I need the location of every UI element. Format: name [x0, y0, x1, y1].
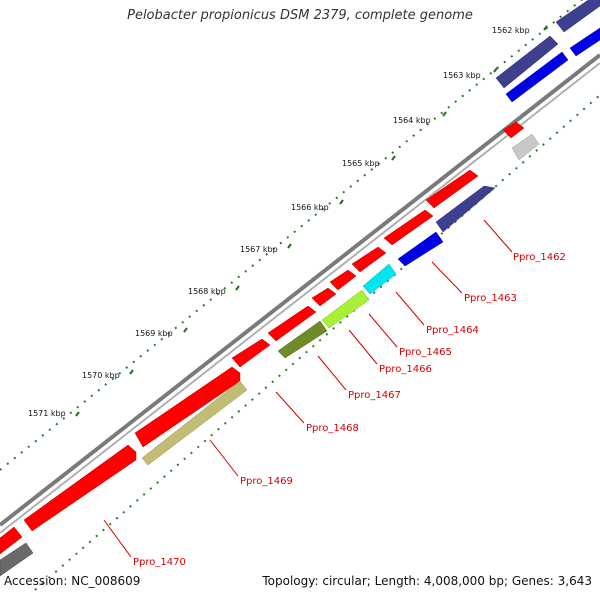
gene-arrow [311, 287, 337, 307]
gene-label-ppro-1464: Ppro_1464 [426, 325, 479, 336]
gene-arrow [267, 305, 317, 342]
tick-label-1570: 1570 kbp [82, 371, 120, 380]
tick-label-1565: 1565 kbp [342, 159, 380, 168]
accession-text: Accession: NC_008609 [4, 574, 141, 588]
tick-label-1564: 1564 kbp [393, 116, 431, 125]
tick-label-1567: 1567 kbp [240, 245, 278, 254]
gene-arrow-blue-2 [569, 27, 600, 57]
backbone-outer [0, 53, 600, 527]
gene-arrow [329, 269, 357, 291]
gene-label-ppro-1465: Ppro_1465 [399, 347, 452, 358]
gene-arrow-navy-2 [555, 0, 600, 33]
gene-arrow-navy-1 [495, 35, 559, 89]
gene-arrow-ppro-1464 [397, 231, 444, 267]
gene-label-ppro-1462: Ppro_1462 [513, 252, 566, 263]
gene-arrow-blue-1 [505, 51, 569, 103]
gene-arrow [425, 169, 479, 209]
gene-label-ppro-1467: Ppro_1467 [348, 390, 401, 401]
gene-arrow-dark-grey [0, 542, 34, 577]
gene-arrow [23, 444, 137, 532]
gene-label-ppro-1470: Ppro_1470 [133, 557, 186, 568]
backbone-inner [0, 62, 600, 534]
tick-label-1562: 1562 kbp [492, 26, 530, 35]
gene-arrow-ppro-1467 [277, 320, 328, 359]
gene-arrow [134, 366, 241, 448]
map-title: Pelobacter propionicus DSM 2379, complet… [127, 8, 473, 23]
label-leader-lines [103, 219, 513, 558]
tick-label-1566: 1566 kbp [291, 203, 329, 212]
kbp-tick-marks [75, 25, 548, 417]
gene-arrow-ppro-1465 [362, 263, 397, 295]
gene-arrow-ppro-1469 [141, 380, 248, 466]
tick-label-1571: 1571 kbp [28, 409, 66, 418]
genome-summary-text: Topology: circular; Length: 4,008,000 bp… [262, 574, 592, 588]
gene-arrow-ppro-1466 [321, 289, 370, 329]
gene-arrow-ppro-1463 [435, 185, 496, 233]
gene-label-ppro-1468: Ppro_1468 [306, 423, 359, 434]
gene-arrow [231, 338, 271, 368]
gene-arrow [502, 121, 525, 139]
gene-arrow [0, 526, 23, 555]
gene-arrow [351, 246, 387, 273]
gene-label-ppro-1463: Ppro_1463 [464, 293, 517, 304]
gene-arrow [383, 209, 434, 246]
gene-label-ppro-1469: Ppro_1469 [240, 476, 293, 487]
gene-arrow-grey [511, 133, 540, 161]
tick-label-1568: 1568 kbp [188, 287, 226, 296]
gene-label-ppro-1466: Ppro_1466 [379, 364, 432, 375]
tick-label-1563: 1563 kbp [443, 71, 481, 80]
inner-ruler-line [34, 94, 600, 591]
tick-label-1569: 1569 kbp [135, 329, 173, 338]
forward-strand-genes [0, 121, 525, 555]
